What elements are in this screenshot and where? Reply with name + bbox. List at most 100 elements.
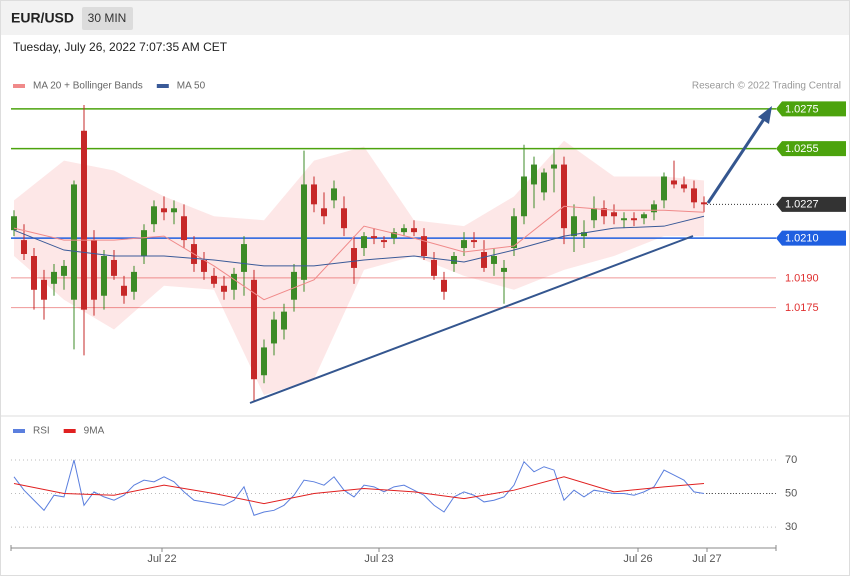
candle-body <box>591 208 597 221</box>
y-tick-label: 30 <box>785 521 797 533</box>
series-line <box>13 459 705 516</box>
candle-body <box>141 230 147 256</box>
candle-body <box>91 240 97 300</box>
candle-body <box>621 218 627 221</box>
level-box <box>776 230 846 246</box>
candle-body <box>381 240 387 243</box>
legend-swatch <box>13 84 25 88</box>
candle-body <box>681 184 687 189</box>
level-label: 1.0227 <box>785 199 819 211</box>
candle-body <box>501 267 507 272</box>
series-line <box>13 476 705 505</box>
candle-body <box>691 188 697 203</box>
candle-body <box>491 255 497 264</box>
candle-body <box>481 252 487 268</box>
trendline <box>249 235 694 404</box>
candle-body <box>201 259 207 272</box>
legend-label: MA 20 + Bollinger Bands <box>33 81 143 92</box>
candle-body <box>631 218 637 221</box>
candle-body <box>571 216 577 237</box>
candle-body <box>101 255 107 296</box>
candle-body <box>361 236 367 249</box>
candle-body <box>521 176 527 217</box>
candle-body <box>321 208 327 217</box>
x-tick-label: Jul 22 <box>147 553 176 565</box>
candle-body <box>391 232 397 239</box>
timeframe: 30 MIN <box>88 11 127 25</box>
candle-body <box>581 232 587 237</box>
legend-swatch <box>156 84 169 88</box>
candle-body <box>151 206 157 225</box>
legend-label: RSI <box>33 426 50 437</box>
x-tick-label: Jul 27 <box>692 553 721 565</box>
level-label: 1.0190 <box>785 272 819 284</box>
candle-body <box>701 202 707 205</box>
candle-body <box>461 240 467 249</box>
candle-body <box>431 259 437 276</box>
credit: Research © 2022 Trading Central <box>692 81 841 92</box>
candle-body <box>471 240 477 243</box>
legend-label: MA 50 <box>177 81 206 92</box>
legend-swatch <box>13 429 25 433</box>
candle-body <box>81 130 87 310</box>
level-label: 1.0175 <box>785 302 819 314</box>
candle-body <box>131 271 137 292</box>
candle-body <box>371 236 377 239</box>
candle-body <box>351 248 357 268</box>
candle-body <box>601 208 607 217</box>
candle-body <box>561 164 567 229</box>
candle-body <box>11 216 17 231</box>
level-box <box>776 196 846 212</box>
candle-body <box>441 279 447 292</box>
candle-body <box>401 228 407 233</box>
x-tick-label: Jul 23 <box>364 553 393 565</box>
candle-body <box>231 273 237 290</box>
candle-body <box>31 255 37 290</box>
candle-body <box>161 208 167 213</box>
level-label: 1.0210 <box>785 233 819 245</box>
candle-body <box>291 271 297 300</box>
candle-body <box>51 271 57 284</box>
candle-body <box>671 180 677 185</box>
candle-body <box>261 347 267 376</box>
candle-body <box>181 216 187 241</box>
candle-body <box>21 240 27 255</box>
timeframe-badge <box>82 7 133 30</box>
candle-body <box>331 188 337 201</box>
candle-body <box>171 208 177 213</box>
candle-body <box>421 236 427 256</box>
candle-body <box>301 184 307 280</box>
moving-average <box>13 215 705 267</box>
y-tick-label: 50 <box>785 487 797 499</box>
candle-body <box>271 319 277 344</box>
candle-body <box>251 279 257 380</box>
candle-body <box>61 265 67 276</box>
level-label: 1.0255 <box>785 143 819 155</box>
candle-body <box>41 279 47 300</box>
forecast-arrow-head <box>758 106 772 124</box>
datetime: Tuesday, July 26, 2022 7:07:35 AM CET <box>13 40 228 54</box>
candle-body <box>651 204 657 213</box>
candle-body <box>641 214 647 219</box>
legend-label: 9MA <box>84 426 105 437</box>
level-box <box>776 101 846 117</box>
candle-body <box>411 228 417 233</box>
candle-body <box>111 259 117 276</box>
candle-body <box>241 244 247 272</box>
bollinger-band <box>14 140 704 396</box>
candle-body <box>531 164 537 185</box>
y-tick-label: 70 <box>785 454 797 466</box>
candle-body <box>311 184 317 205</box>
candle-body <box>511 216 517 249</box>
candle-body <box>341 208 347 229</box>
candle-body <box>71 184 77 300</box>
candle-body <box>661 176 667 201</box>
level-label: 1.0275 <box>785 103 819 115</box>
forecast-arrow <box>706 118 766 204</box>
candle-body <box>121 285 127 296</box>
candle-body <box>211 275 217 284</box>
symbol: EUR/USD <box>11 10 74 26</box>
level-box <box>776 141 846 157</box>
